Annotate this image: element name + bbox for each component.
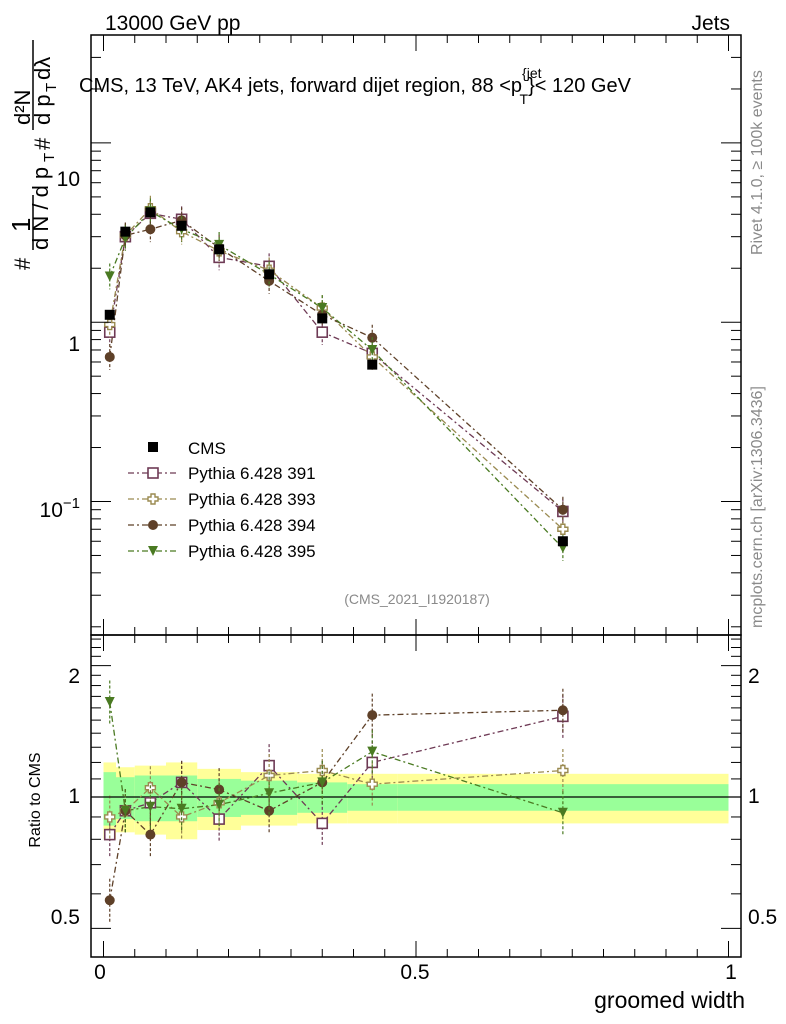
- series-line-main-2: [109, 219, 564, 511]
- point-ratio-3-0: [104, 697, 115, 708]
- svg-text:dλ: dλ: [30, 57, 55, 80]
- mcplots-label: mcplots.cern.ch [arXiv:1306.3436]: [749, 386, 766, 628]
- legend-label-cms: CMS: [188, 439, 226, 458]
- svg-text:T: T: [41, 153, 58, 162]
- point-ratio-1-6: [316, 764, 328, 777]
- analysis-watermark: (CMS_2021_I1920187): [344, 591, 490, 607]
- rivet-label: Rivet 4.1.0, ≥ 100k events: [749, 70, 766, 255]
- point-ratio-3-2: [145, 801, 156, 812]
- cms-point-4: [214, 244, 225, 255]
- ytick-0.1: 10−1: [40, 495, 80, 522]
- point-main-0-6: [316, 326, 329, 338]
- point-main-2-8: [557, 504, 568, 515]
- xtick-0: 0: [94, 961, 106, 984]
- cms-point-5: [264, 269, 275, 280]
- rytick-right-0.5: 0.5: [748, 906, 777, 929]
- legend-marker-3: [148, 546, 158, 556]
- point-main-2-2: [145, 224, 156, 235]
- point-ratio-3-8: [557, 807, 568, 818]
- energy-label: 13000 GeV pp: [105, 12, 240, 35]
- rytick-2: 2: [68, 665, 80, 688]
- point-main-3-6: [317, 303, 328, 314]
- uncertainty-bands: [91, 762, 741, 840]
- svg-text:d²N: d²N: [10, 90, 35, 125]
- main-ylabel: # 1 d N / d p T # d²N d p T dλ: [6, 40, 60, 270]
- cms-point-7: [367, 359, 378, 370]
- point-main-3-7: [367, 344, 378, 355]
- svg-text:#: #: [30, 137, 55, 150]
- cms-point-8: [557, 536, 568, 547]
- cms-point-2: [145, 207, 156, 218]
- point-ratio-2-5: [264, 805, 275, 816]
- svg-text:T: T: [43, 83, 60, 92]
- point-ratio-3-7: [367, 746, 378, 757]
- svg-text:1: 1: [6, 218, 36, 232]
- point-ratio-1-8: [557, 764, 569, 777]
- point-ratio-1-7: [366, 778, 378, 790]
- svg-text:#: #: [10, 257, 35, 270]
- legend-label-3: Pythia 6.428 395: [188, 542, 316, 561]
- series-line-main-1: [109, 207, 564, 530]
- point-main-1-8: [557, 523, 569, 535]
- point-ratio-1-3: [175, 811, 188, 823]
- point-ratio-2-3: [176, 777, 187, 788]
- point-ratio-3-3: [176, 803, 187, 814]
- cms-point-6: [317, 313, 328, 324]
- rytick-right-1: 1: [748, 785, 760, 808]
- xtick-1: 1: [725, 961, 737, 984]
- point-main-2-0: [104, 351, 115, 362]
- point-ratio-2-2: [145, 829, 156, 840]
- point-ratio-3-4: [214, 799, 225, 810]
- legend-marker-0: [147, 467, 159, 479]
- cms-point-3: [176, 220, 187, 231]
- legend-label-0: Pythia 6.428 391: [188, 464, 316, 483]
- rytick-0.5: 0.5: [51, 906, 80, 929]
- point-ratio-2-8: [557, 705, 568, 716]
- ratio-ylabel: Ratio to CMS: [27, 752, 44, 847]
- ytick-1: 1: [68, 333, 80, 356]
- xtick-0.5: 0.5: [400, 961, 429, 984]
- point-ratio-1-0: [104, 811, 116, 823]
- rytick-right-2: 2: [748, 665, 760, 688]
- point-ratio-0-0: [103, 828, 116, 841]
- series-line-main-3: [109, 210, 564, 549]
- band-inner: [103, 772, 116, 826]
- cms-point-0: [104, 309, 115, 320]
- svg-text:d p: d p: [30, 94, 55, 125]
- point-ratio-0-6: [316, 817, 329, 830]
- point-ratio-2-7: [367, 710, 378, 721]
- cms-point-1: [120, 226, 131, 237]
- point-ratio-3-1: [120, 805, 131, 816]
- rytick-1: 1: [68, 785, 80, 808]
- legend: CMS Pythia 6.428 391 Pythia 6.428 393 Pythi…: [128, 439, 316, 561]
- point-ratio-2-0: [104, 895, 115, 906]
- svg-text:d N / d p: d N / d p: [28, 167, 53, 250]
- series-line-main-0: [109, 212, 564, 512]
- legend-marker-cms: [148, 442, 158, 452]
- series-line-ratio-1: [109, 769, 563, 818]
- point-main-3-0: [104, 271, 115, 282]
- axis-ticks: [91, 34, 741, 957]
- legend-marker-2: [148, 520, 158, 530]
- category-label: Jets: [691, 12, 730, 35]
- legend-label-1: Pythia 6.428 393: [188, 490, 316, 509]
- legend-label-2: Pythia 6.428 394: [188, 516, 316, 535]
- data-markers: [103, 195, 569, 922]
- ytick-10: 10: [57, 168, 80, 191]
- point-ratio-3-6: [317, 777, 328, 788]
- point-ratio-1-5: [263, 769, 275, 782]
- chart-title: CMS, 13 TeV, AK4 jets, forward dijet reg…: [79, 65, 632, 107]
- xlabel: groomed width: [594, 987, 745, 1013]
- point-ratio-3-5: [264, 788, 275, 799]
- legend-marker-1: [147, 493, 159, 505]
